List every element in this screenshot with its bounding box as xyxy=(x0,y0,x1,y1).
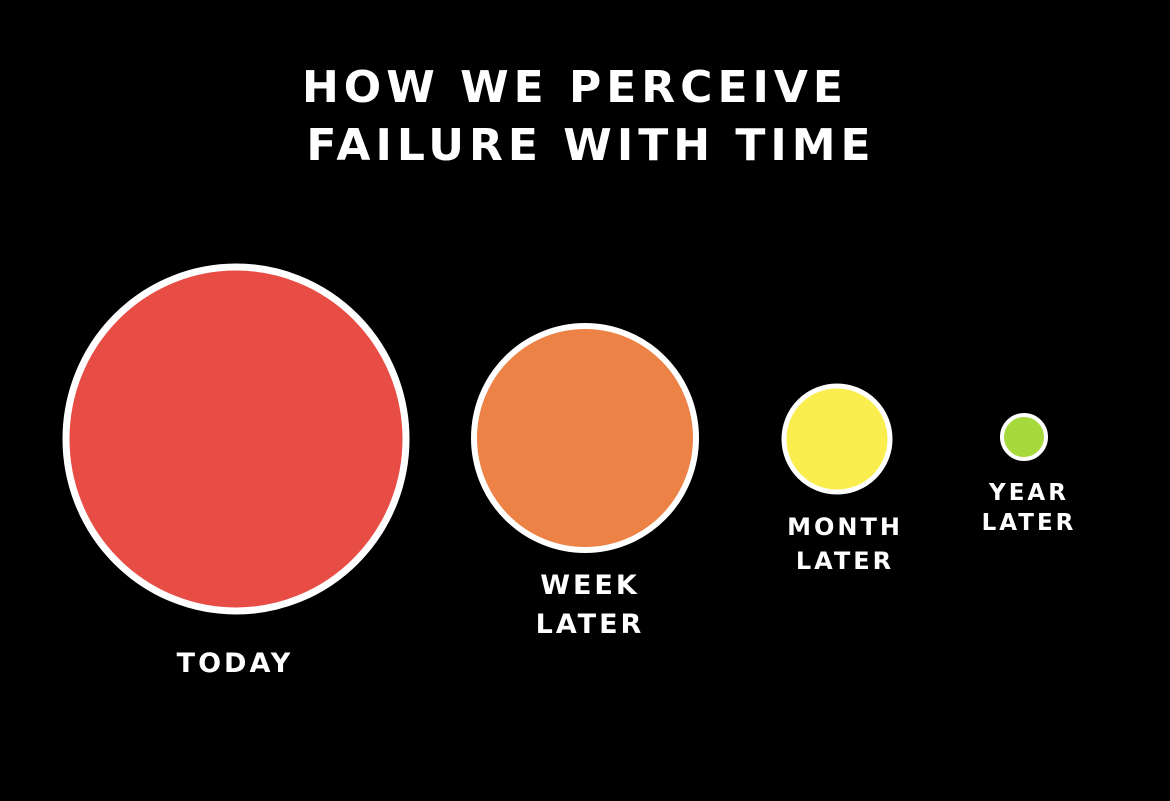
week-later-label: WEEK LATER xyxy=(520,570,660,640)
year-label-line-1: YEAR xyxy=(989,480,1069,506)
title-line-1: HOW WE PERCEIVE xyxy=(301,62,848,113)
month-label-line-1: MONTH xyxy=(787,513,903,541)
month-label-line-2: LATER xyxy=(795,547,895,575)
week-later-circle xyxy=(471,323,699,553)
week-label-line-1: WEEK xyxy=(540,570,640,601)
week-label-line-2: LATER xyxy=(535,609,645,640)
year-later-label: YEAR LATER xyxy=(964,480,1094,536)
today-circle xyxy=(62,263,410,615)
title-line-2: FAILURE WITH TIME xyxy=(306,120,876,171)
month-later-circle xyxy=(781,383,893,495)
year-later-circle xyxy=(1000,413,1048,461)
year-label-line-2: LATER xyxy=(981,510,1077,536)
today-label: TODAY xyxy=(150,648,320,679)
today-label-line-1: TODAY xyxy=(176,648,294,679)
month-later-label: MONTH LATER xyxy=(770,513,920,575)
